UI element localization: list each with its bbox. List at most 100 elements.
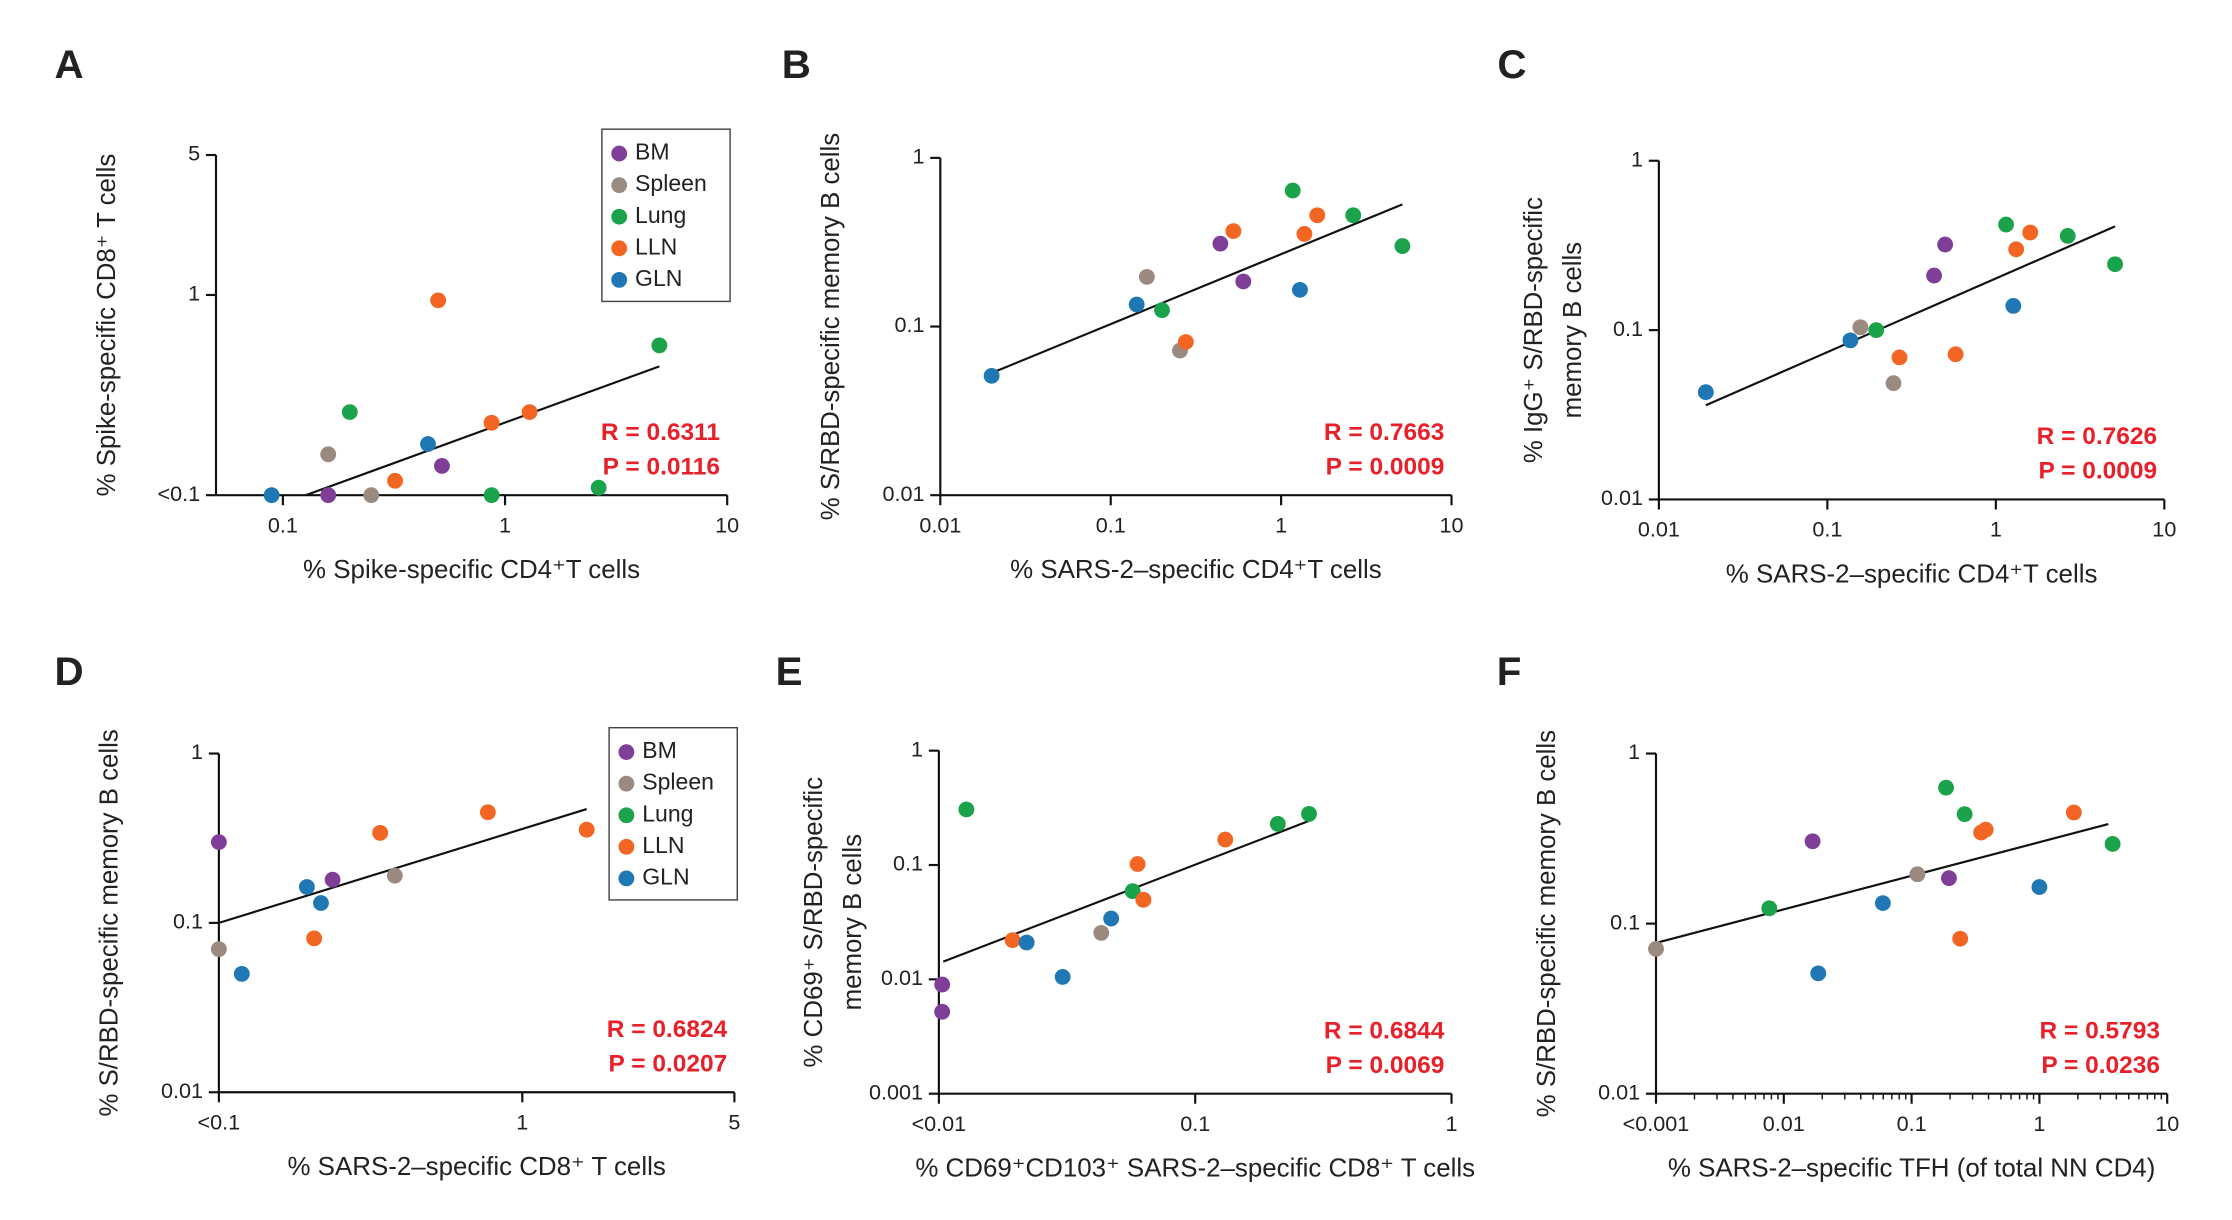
x-tick-label: 10 bbox=[2155, 1111, 2179, 1136]
x-tick-label: 1 bbox=[1275, 512, 1287, 537]
y-tick-label: <0.1 bbox=[158, 481, 201, 506]
data-point bbox=[1018, 934, 1035, 951]
legend-marker bbox=[611, 145, 628, 162]
p-value: P = 0.0236 bbox=[2041, 1052, 2160, 1079]
data-point bbox=[1941, 870, 1957, 887]
trend-line bbox=[991, 203, 1403, 375]
panel-letter: F bbox=[1497, 649, 1522, 694]
legend-marker bbox=[611, 240, 628, 257]
data-point bbox=[363, 487, 380, 504]
data-point bbox=[430, 292, 447, 309]
legend-marker bbox=[618, 807, 635, 824]
r-value: R = 0.5793 bbox=[2040, 1017, 2160, 1044]
y-axis-label: memory B cells bbox=[839, 834, 867, 1010]
data-point bbox=[983, 367, 1000, 384]
x-axis-label: % Spike-specific CD4⁺T cells bbox=[303, 556, 640, 584]
data-point bbox=[1269, 815, 1286, 832]
legend-marker bbox=[611, 208, 628, 225]
y-axis-label: memory B cells bbox=[1559, 242, 1587, 418]
data-point bbox=[1217, 831, 1234, 848]
data-point bbox=[1054, 969, 1071, 985]
data-point bbox=[306, 930, 323, 947]
data-point bbox=[210, 834, 227, 850]
data-point bbox=[324, 871, 341, 888]
data-point bbox=[1874, 895, 1891, 911]
legend-marker bbox=[611, 271, 628, 288]
y-tick-label: 1 bbox=[191, 739, 203, 764]
data-point bbox=[1909, 866, 1926, 883]
data-point bbox=[934, 976, 951, 993]
y-tick-label: 0.1 bbox=[893, 851, 923, 876]
data-point bbox=[1301, 805, 1317, 822]
x-tick-label: 10 bbox=[715, 512, 739, 537]
data-point bbox=[1177, 334, 1194, 350]
data-point bbox=[1128, 296, 1145, 313]
data-point bbox=[1345, 207, 1362, 224]
p-value: P = 0.0207 bbox=[609, 1050, 728, 1077]
data-point bbox=[2005, 298, 2022, 314]
legend-marker bbox=[618, 775, 635, 792]
data-point bbox=[434, 458, 450, 474]
legend-label: LLN bbox=[635, 233, 677, 259]
x-tick-label: 0.1 bbox=[1180, 1111, 1210, 1136]
data-point bbox=[1697, 384, 1714, 401]
y-tick-label: 1 bbox=[911, 736, 923, 761]
data-point bbox=[2008, 241, 2025, 258]
data-point bbox=[320, 487, 337, 504]
data-point bbox=[483, 487, 500, 504]
x-tick-label: 0.01 bbox=[1638, 517, 1680, 542]
data-point bbox=[1124, 883, 1141, 900]
data-point bbox=[2022, 224, 2039, 241]
data-point bbox=[651, 337, 668, 354]
x-tick-label: 1 bbox=[499, 512, 511, 537]
legend-label: Spleen bbox=[635, 170, 707, 196]
data-point bbox=[1138, 268, 1155, 285]
x-axis-label: % SARS-2–specific TFH (of total NN CD4) bbox=[1668, 1155, 2155, 1183]
x-tick-label: 0.01 bbox=[919, 512, 961, 537]
data-point bbox=[1394, 238, 1411, 254]
data-point bbox=[1135, 891, 1152, 908]
x-tick-label: 1 bbox=[516, 1110, 528, 1135]
y-axis-label: % S/RBD-specific memory B cells bbox=[1533, 730, 1561, 1117]
y-tick-label: 0.01 bbox=[881, 965, 923, 990]
x-tick-label: 1 bbox=[1446, 1111, 1458, 1136]
data-point bbox=[420, 436, 436, 452]
legend-label: Lung bbox=[635, 202, 686, 228]
legend-marker bbox=[618, 744, 635, 760]
legend-marker bbox=[618, 838, 635, 855]
data-point bbox=[590, 479, 607, 496]
data-point bbox=[263, 487, 280, 504]
panel-letter: A bbox=[55, 42, 84, 87]
panel-letter: C bbox=[1497, 42, 1526, 87]
y-tick-label: 0.01 bbox=[882, 481, 924, 506]
p-value: P = 0.0009 bbox=[1326, 453, 1445, 480]
legend-label: Lung bbox=[642, 800, 693, 826]
trend-line bbox=[218, 808, 588, 924]
data-point bbox=[1093, 924, 1110, 941]
data-point bbox=[1938, 779, 1954, 796]
y-tick-label: 1 bbox=[1631, 146, 1643, 171]
x-axis-label: % SARS-2–specific CD8⁺ T cells bbox=[287, 1153, 665, 1181]
data-point bbox=[1977, 821, 1994, 838]
legend-label: BM bbox=[642, 737, 677, 763]
data-point bbox=[298, 879, 315, 895]
x-tick-label: 0.01 bbox=[1763, 1111, 1805, 1136]
r-value: R = 0.6844 bbox=[1324, 1017, 1445, 1044]
x-tick-label: 10 bbox=[1440, 512, 1464, 537]
data-point bbox=[483, 414, 500, 431]
data-point bbox=[233, 965, 250, 982]
r-value: R = 0.6824 bbox=[607, 1016, 728, 1043]
data-point bbox=[1648, 941, 1664, 957]
data-point bbox=[521, 404, 538, 420]
data-point bbox=[479, 804, 496, 821]
y-tick-label: 5 bbox=[188, 141, 200, 166]
x-tick-label: 0.1 bbox=[268, 512, 298, 537]
data-point bbox=[1225, 223, 1242, 239]
data-point bbox=[1868, 322, 1885, 339]
x-tick-label: 0.1 bbox=[1897, 1111, 1927, 1136]
legend-label: GLN bbox=[642, 864, 689, 890]
y-axis-label: % S/RBD-specific memory B cells bbox=[96, 729, 124, 1116]
data-point bbox=[2107, 256, 2123, 273]
x-tick-label: 0.1 bbox=[1812, 517, 1842, 542]
